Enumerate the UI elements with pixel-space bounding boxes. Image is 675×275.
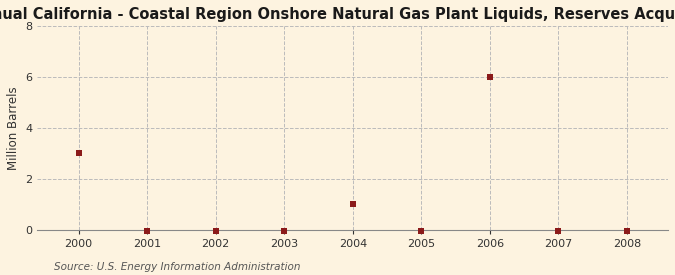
Y-axis label: Million Barrels: Million Barrels: [7, 86, 20, 170]
Point: [485, 75, 495, 79]
Point: [279, 229, 290, 233]
Point: [142, 229, 153, 233]
Point: [348, 202, 358, 207]
Point: [553, 229, 564, 233]
Point: [622, 229, 632, 233]
Point: [73, 151, 84, 156]
Text: Source: U.S. Energy Information Administration: Source: U.S. Energy Information Administ…: [54, 262, 300, 272]
Title: Annual California - Coastal Region Onshore Natural Gas Plant Liquids, Reserves A: Annual California - Coastal Region Onsho…: [0, 7, 675, 22]
Point: [416, 229, 427, 233]
Point: [211, 229, 221, 233]
